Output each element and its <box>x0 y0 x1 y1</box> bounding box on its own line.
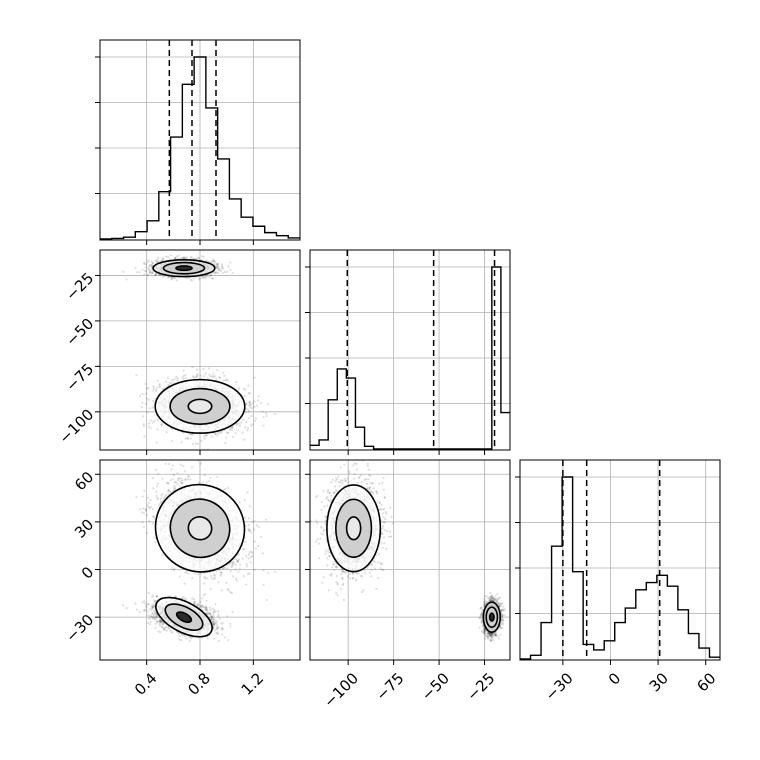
tick-label-y-1-2: −75 <box>62 360 97 395</box>
scatter-panel-2-1 <box>310 460 506 643</box>
tick-label-y-2-3: 60 <box>71 468 97 494</box>
scatter-panel-1-0 <box>122 254 277 450</box>
contour-1-0-0-0 <box>152 258 216 278</box>
tick-label-x-1-1: −50 <box>418 669 453 704</box>
contour-2-1-0-1 <box>485 606 499 628</box>
contour-2-0-0-1 <box>164 603 204 632</box>
axes-frame-0-0 <box>99 39 301 241</box>
contour-2-0-1-2 <box>187 516 213 541</box>
axes-frame-1-1 <box>309 249 511 451</box>
histogram-step-0 <box>100 56 300 240</box>
contour-2-0-0-2 <box>175 611 193 624</box>
tick-label-y-1-1: −50 <box>62 315 97 350</box>
contour-1-0-1-1 <box>169 387 231 425</box>
tick-label-x-1-2: −75 <box>372 669 407 704</box>
tick-label-y-2-2: 30 <box>71 516 97 542</box>
tick-label-y-2-0: −30 <box>62 611 97 646</box>
tick-label-x-2-2: 30 <box>646 669 672 695</box>
tick-label-y-1-0: −25 <box>62 269 97 304</box>
tick-label-x-2-3: 60 <box>693 669 719 695</box>
contour-2-0-1-0 <box>154 483 246 573</box>
contour-2-1-1-2 <box>345 516 362 541</box>
contour-2-0-1-1 <box>169 498 231 559</box>
tick-label-x-0-1: 0.8 <box>184 669 214 699</box>
tick-label-x-1-3: −100 <box>320 669 362 711</box>
contour-1-0-0-1 <box>162 261 206 275</box>
contour-2-0-0-0 <box>155 596 213 638</box>
contour-2-1-0-0 <box>482 601 502 633</box>
histogram-step-1 <box>310 266 510 450</box>
axes-frame-1-0 <box>99 249 301 451</box>
axes-frame-2-0 <box>99 459 301 661</box>
tick-label-x-2-1: 0 <box>605 669 624 688</box>
tick-label-x-0-0: 0.4 <box>131 669 161 699</box>
axes-frame-2-2 <box>519 459 721 661</box>
histogram-step-2 <box>520 476 720 660</box>
contour-1-0-0-2 <box>175 265 193 272</box>
scatter-panel-2-0 <box>122 460 277 643</box>
axes-frame-2-1 <box>309 459 511 661</box>
contour-1-0-1-0 <box>154 378 246 434</box>
contour-1-0-1-2 <box>187 398 213 415</box>
tick-label-x-2-0: −30 <box>542 669 577 704</box>
tick-label-x-1-0: −25 <box>463 669 498 704</box>
contour-2-1-0-2 <box>488 612 495 622</box>
tick-label-y-1-3: −100 <box>56 405 98 447</box>
contour-2-1-1-1 <box>335 498 373 558</box>
tick-label-y-2-1: 0 <box>78 563 97 582</box>
tick-label-x-0-2: 1.2 <box>238 669 268 699</box>
contour-2-1-1-0 <box>326 484 382 573</box>
